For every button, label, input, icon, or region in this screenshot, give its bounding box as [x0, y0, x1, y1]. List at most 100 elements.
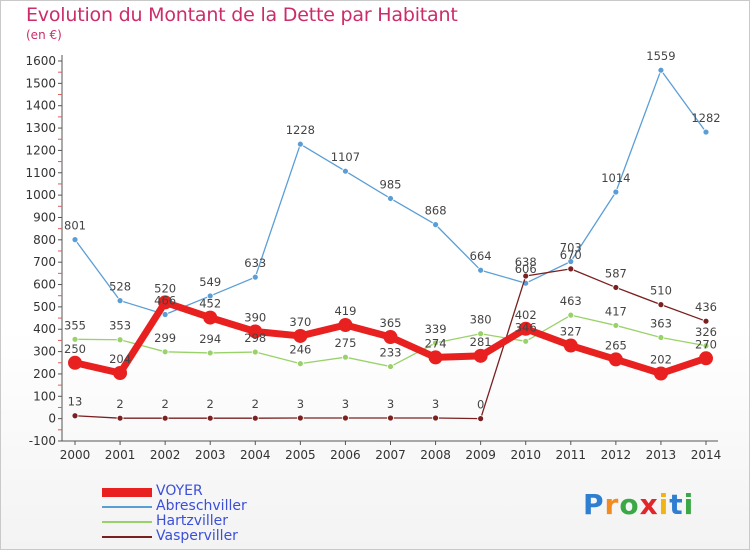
- data-point-vasperviller: [477, 415, 485, 423]
- data-point-vasperviller: [71, 412, 79, 420]
- data-point-abreschviller: [567, 258, 575, 265]
- data-label-hartzviller: 363: [650, 317, 672, 331]
- data-label-abreschviller: 1282: [691, 111, 720, 125]
- data-label-abreschviller: 1107: [331, 150, 360, 164]
- data-label-vasperviller: 2: [252, 397, 259, 411]
- data-point-abreschviller: [116, 297, 124, 305]
- data-point-abreschviller: [251, 273, 259, 281]
- data-label-abreschviller: 633: [244, 256, 266, 270]
- data-label-hartzviller: 326: [695, 325, 717, 339]
- data-point-hartzviller: [206, 349, 214, 357]
- y-tick-label: 700: [33, 255, 56, 269]
- data-point-abreschviller: [161, 311, 169, 318]
- y-tick-label: 300: [33, 345, 56, 359]
- y-tick-label: 500: [33, 300, 56, 314]
- data-label-abreschviller: 606: [515, 262, 537, 276]
- legend-swatch-voyer: [102, 488, 152, 497]
- data-point-abreschviller: [432, 221, 439, 229]
- data-label-voyer: 202: [650, 352, 672, 366]
- data-label-vasperviller: 0: [477, 398, 484, 412]
- x-tick-label: 2001: [105, 448, 136, 462]
- legend-label-voyer: VOYER: [156, 483, 203, 499]
- data-point-vasperviller: [387, 414, 394, 422]
- y-tick-label: 1300: [25, 121, 56, 135]
- data-point-hartzviller: [161, 348, 169, 356]
- y-tick-label: 400: [33, 322, 56, 336]
- data-label-abreschviller: 664: [470, 249, 492, 263]
- data-label-abreschviller: 985: [380, 177, 402, 191]
- x-tick-label: 2014: [691, 448, 722, 462]
- data-label-voyer: 452: [199, 297, 221, 311]
- data-point-hartzviller: [342, 353, 349, 361]
- data-label-hartzviller: 299: [154, 331, 176, 345]
- data-point-abreschviller: [657, 66, 665, 74]
- x-tick-label: 2006: [330, 448, 361, 462]
- data-point-hartzviller: [567, 311, 575, 319]
- data-point-voyer: [563, 338, 578, 353]
- data-point-hartzviller: [251, 348, 259, 356]
- data-point-hartzviller: [612, 322, 620, 329]
- data-label-abreschviller: 549: [199, 275, 221, 289]
- data-label-abreschviller: 801: [64, 219, 86, 233]
- chart-unit: (en €): [26, 28, 62, 42]
- data-point-vasperviller: [657, 301, 665, 309]
- y-tick-label: 200: [33, 367, 56, 381]
- data-label-vasperviller: 670: [560, 248, 582, 262]
- x-tick-label: 2012: [601, 448, 632, 462]
- legend-item-vasperviller: Vasperviller: [102, 528, 322, 544]
- x-tick-label: 2011: [556, 448, 587, 462]
- data-label-voyer: 274: [425, 336, 447, 350]
- data-point-abreschviller: [296, 140, 304, 148]
- data-point-voyer: [518, 321, 533, 336]
- y-tick-label: -100: [29, 434, 56, 448]
- data-label-vasperviller: 3: [432, 397, 439, 411]
- data-label-voyer: 327: [560, 325, 582, 339]
- data-point-voyer: [653, 366, 668, 381]
- data-label-voyer: 390: [244, 310, 266, 324]
- data-label-hartzviller: 417: [605, 304, 627, 318]
- y-tick-label: 1500: [25, 76, 56, 90]
- y-tick-label: 600: [33, 278, 56, 292]
- data-label-hartzviller: 275: [334, 336, 356, 350]
- y-tick-label: 1000: [25, 188, 56, 202]
- legend-item-hartzviller: Hartzviller: [102, 513, 322, 529]
- data-label-hartzviller: 233: [380, 346, 402, 360]
- data-point-hartzviller: [657, 334, 665, 341]
- legend-label-hartzviller: Hartzviller: [156, 513, 229, 529]
- data-point-voyer: [428, 350, 443, 365]
- y-tick-label: 1400: [25, 99, 56, 113]
- x-tick-label: 2005: [285, 448, 316, 462]
- data-point-vasperviller: [522, 272, 530, 280]
- data-point-vasperviller: [296, 414, 304, 422]
- y-tick-label: 0: [48, 412, 56, 426]
- data-label-vasperviller: 2: [161, 397, 168, 411]
- data-point-abreschviller: [342, 167, 349, 175]
- data-label-abreschviller: 868: [425, 204, 447, 218]
- legend-item-voyer: VOYER: [102, 483, 322, 499]
- data-label-hartzviller: 355: [64, 318, 86, 332]
- data-point-hartzviller: [387, 363, 394, 370]
- data-point-voyer: [248, 324, 263, 339]
- data-point-abreschviller: [71, 236, 79, 244]
- data-point-hartzviller: [116, 336, 124, 344]
- data-label-vasperviller: 3: [387, 397, 394, 411]
- data-point-vasperviller: [206, 414, 214, 422]
- data-point-vasperviller: [612, 284, 620, 291]
- x-tick-label: 2003: [195, 448, 226, 462]
- proxiti-logo: Proxiti: [583, 488, 695, 521]
- data-label-voyer: 250: [64, 342, 86, 356]
- data-point-abreschviller: [387, 195, 394, 202]
- data-point-voyer: [113, 366, 128, 381]
- data-point-abreschviller: [477, 266, 485, 274]
- data-label-voyer: 365: [380, 316, 402, 330]
- data-point-voyer: [383, 330, 398, 345]
- legend-label-vasperviller: Vasperviller: [156, 528, 238, 544]
- data-label-voyer: 204: [109, 352, 131, 366]
- legend-swatch-abreschviller: [102, 506, 152, 508]
- data-label-abreschviller: 466: [154, 293, 176, 307]
- data-label-voyer: 281: [470, 335, 492, 349]
- data-label-abreschviller: 528: [109, 280, 131, 294]
- data-point-vasperviller: [342, 414, 349, 422]
